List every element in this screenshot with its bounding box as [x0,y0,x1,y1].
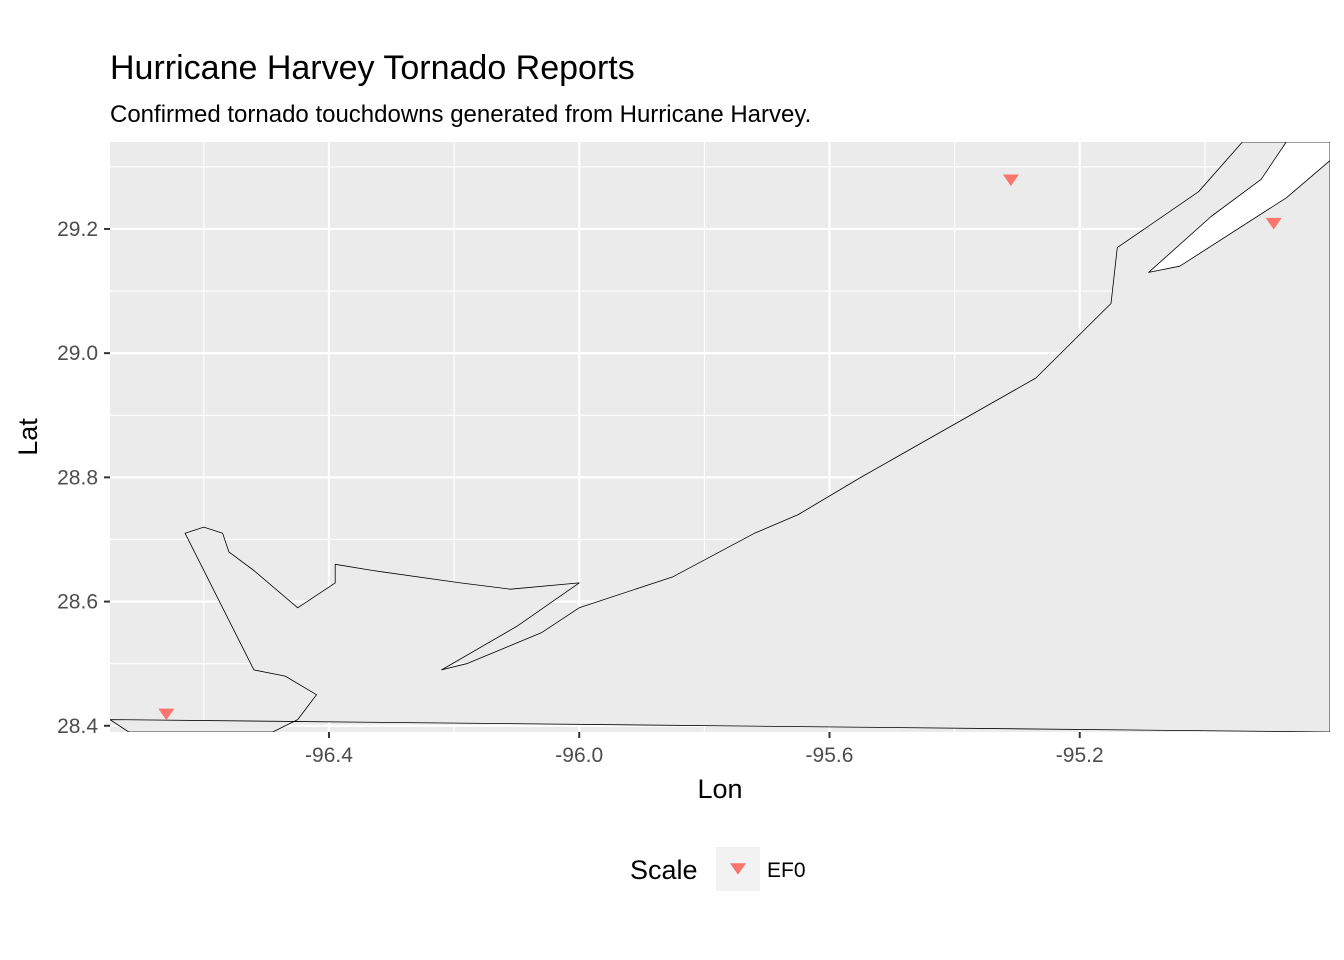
coastline-land [110,142,1330,732]
y-tick-label: 28.8 [57,466,98,489]
legend-title: Scale [630,855,698,885]
y-tick-label: 29.2 [57,218,98,241]
tornado-points [158,174,1282,721]
y-axis: 28.4 28.6 28.8 29.0 29.2 [57,218,110,738]
tornado-point [1002,174,1019,187]
x-tick-label: -95.6 [806,744,854,767]
chart-title: Hurricane Harvey Tornado Reports [110,49,635,87]
legend: Scale EF0 [630,847,806,891]
tornado-point [1265,217,1282,230]
y-axis-title: Lat [13,418,43,456]
tornado-point [158,708,175,721]
coastline-island [1148,142,1330,273]
x-tick-label: -96.0 [555,744,603,767]
y-tick-label: 28.4 [57,715,98,738]
chart-subtitle: Confirmed tornado touchdowns generated f… [110,101,811,128]
y-tick-label: 29.0 [57,342,98,365]
x-tick-label: -95.2 [1056,744,1104,767]
x-axis-title: Lon [697,774,742,804]
legend-marker-triangle [730,863,746,875]
legend-label: EF0 [767,859,806,882]
x-axis: -96.4 -96.0 -95.6 -95.2 [305,732,1104,767]
coastline [110,142,1330,732]
y-tick-label: 28.6 [57,591,98,614]
x-tick-label: -96.4 [305,744,353,767]
